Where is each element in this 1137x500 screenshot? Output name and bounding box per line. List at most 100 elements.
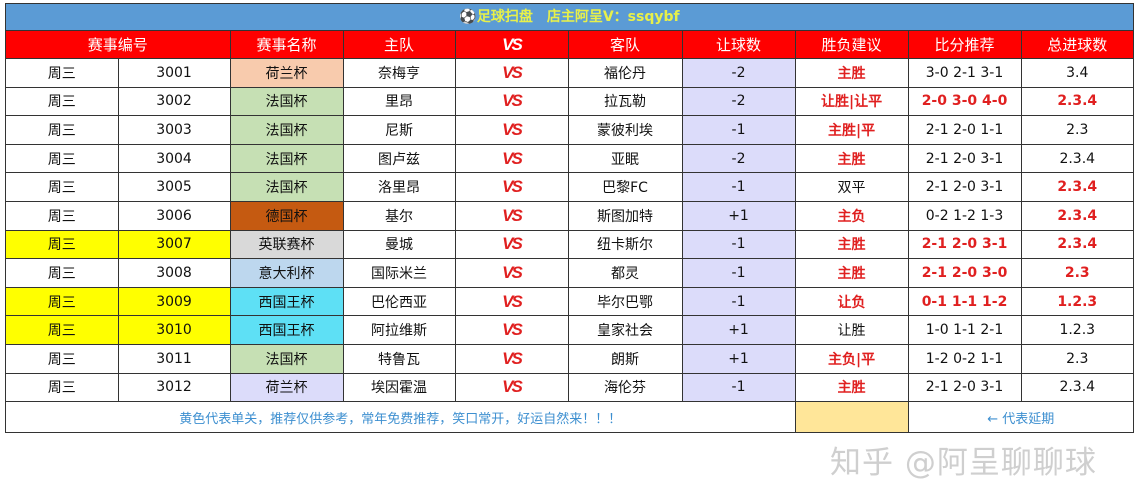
table-row: 周三 3006 德国杯 基尔 VS 斯图加特 +1 主负 0-2 1-2 1-3 2.3.4	[6, 200, 1133, 231]
vs-cell: VS	[454, 200, 569, 231]
pick-cell: 让胜	[794, 315, 909, 345]
table-row: 周三 3009 西国王杯 巴伦西亚 VS 毕尔巴鄂 -1 让负 0-1 1-1 1-2 1.2.3	[6, 286, 1133, 317]
handicap-cell: -2	[681, 58, 796, 88]
header-league: 赛事名称	[229, 31, 344, 59]
vs-cell: VS	[454, 229, 569, 260]
league-cell: 荷兰杯	[229, 372, 344, 403]
handicap-cell: -2	[681, 143, 796, 174]
handicap-cell: -2	[681, 86, 796, 117]
vs-cell: VS	[454, 58, 569, 88]
handicap-cell: -1	[681, 172, 796, 202]
away-team-cell: 都灵	[567, 258, 683, 288]
score-cell: 2-1 2-0 3-1	[907, 229, 1022, 260]
home-team-cell: 图卢兹	[342, 143, 456, 174]
pick-cell: 主胜	[794, 58, 909, 88]
goals-cell: 2.3.4	[1020, 229, 1133, 260]
match-no-cell: 3009	[117, 286, 231, 317]
day-cell: 周三	[6, 372, 119, 403]
score-cell: 2-1 2-0 3-1	[907, 372, 1022, 403]
goals-cell: 2.3	[1020, 343, 1133, 374]
header-handicap: 让球数	[681, 31, 796, 59]
league-cell: 法国杯	[229, 115, 344, 145]
pick-cell: 主胜	[794, 372, 909, 403]
day-cell: 周三	[6, 286, 119, 317]
match-no-cell: 3010	[117, 315, 231, 345]
league-cell: 法国杯	[229, 343, 344, 374]
day-cell: 周三	[6, 229, 119, 260]
league-cell: 法国杯	[229, 143, 344, 174]
postponed-legend: ← 代表延期	[907, 401, 1133, 433]
home-team-cell: 巴伦西亚	[342, 286, 456, 317]
goals-cell: 2.3	[1020, 115, 1133, 145]
home-team-cell: 阿拉维斯	[342, 315, 456, 345]
away-team-cell: 亚眠	[567, 143, 683, 174]
vs-cell: VS	[454, 372, 569, 403]
vs-cell: VS	[454, 286, 569, 317]
day-cell: 周三	[6, 172, 119, 202]
header-goals: 总进球数	[1020, 31, 1133, 59]
handicap-cell: +1	[681, 200, 796, 231]
home-team-cell: 里昂	[342, 86, 456, 117]
score-cell: 2-1 2-0 3-1	[907, 143, 1022, 174]
score-cell: 0-1 1-1 1-2	[907, 286, 1022, 317]
home-team-cell: 奈梅亨	[342, 58, 456, 88]
match-no-cell: 3006	[117, 200, 231, 231]
away-team-cell: 毕尔巴鄂	[567, 286, 683, 317]
match-no-cell: 3011	[117, 343, 231, 374]
league-cell: 英联赛杯	[229, 229, 344, 260]
league-cell: 西国王杯	[229, 315, 344, 345]
goals-cell: 2.3.4	[1020, 143, 1133, 174]
home-team-cell: 曼城	[342, 229, 456, 260]
header-row: 赛事编号 赛事名称 主队 VS 客队 让球数 胜负建议 比分推荐 总进球数	[6, 31, 1133, 59]
match-no-cell: 3008	[117, 258, 231, 288]
away-team-cell: 纽卡斯尔	[567, 229, 683, 260]
handicap-cell: -1	[681, 258, 796, 288]
handicap-cell: -1	[681, 372, 796, 403]
home-team-cell: 尼斯	[342, 115, 456, 145]
pick-cell: 主胜|平	[794, 115, 909, 145]
league-cell: 法国杯	[229, 86, 344, 117]
pick-cell: 主负	[794, 200, 909, 231]
day-cell: 周三	[6, 115, 119, 145]
sheet-title: ⚽足球扫盘 店主阿呈V：ssqybf	[6, 4, 1133, 31]
day-cell: 周三	[6, 58, 119, 88]
table-row: 周三 3005 法国杯 洛里昂 VS 巴黎FC -1 双平 2-1 2-0 3-1 2.3.4	[6, 172, 1133, 202]
match-table: 赛事编号 赛事名称 主队 VS 客队 让球数 胜负建议 比分推荐 总进球数 周三…	[6, 31, 1133, 433]
handicap-cell: -1	[681, 229, 796, 260]
header-away: 客队	[567, 31, 683, 59]
goals-cell: 2.3.4	[1020, 172, 1133, 202]
header-pick: 胜负建议	[794, 31, 909, 59]
handicap-cell: -1	[681, 286, 796, 317]
table-row: 周三 3004 法国杯 图卢兹 VS 亚眠 -2 主胜 2-1 2-0 3-1 2.3.4	[6, 143, 1133, 174]
away-team-cell: 斯图加特	[567, 200, 683, 231]
score-cell: 2-1 2-0 1-1	[907, 115, 1022, 145]
score-cell: 1-0 1-1 2-1	[907, 315, 1022, 345]
away-team-cell: 巴黎FC	[567, 172, 683, 202]
footer-row: 黄色代表单关，推荐仅供参考，常年免费推荐，笑口常开，好运自然来！！！ ← 代表延…	[6, 401, 1133, 433]
away-team-cell: 朗斯	[567, 343, 683, 374]
goals-cell: 3.4	[1020, 58, 1133, 88]
away-team-cell: 皇家社会	[567, 315, 683, 345]
handicap-cell: +1	[681, 343, 796, 374]
match-no-cell: 3003	[117, 115, 231, 145]
pick-cell: 主胜	[794, 143, 909, 174]
goals-cell: 2.3.4	[1020, 200, 1133, 231]
header-score: 比分推荐	[907, 31, 1022, 59]
match-no-cell: 3012	[117, 372, 231, 403]
header-home: 主队	[342, 31, 456, 59]
day-cell: 周三	[6, 258, 119, 288]
table-row: 周三 3003 法国杯 尼斯 VS 蒙彼利埃 -1 主胜|平 2-1 2-0 1-1 2.3	[6, 115, 1133, 145]
match-no-cell: 3007	[117, 229, 231, 260]
handicap-cell: -1	[681, 115, 796, 145]
table-row: 周三 3010 西国王杯 阿拉维斯 VS 皇家社会 +1 让胜 1-0 1-1 2-1 1.2.3	[6, 315, 1133, 345]
pick-cell: 主胜	[794, 229, 909, 260]
league-cell: 德国杯	[229, 200, 344, 231]
score-cell: 2-1 2-0 3-0	[907, 258, 1022, 288]
vs-cell: VS	[454, 315, 569, 345]
goals-cell: 2.3	[1020, 258, 1133, 288]
table-row: 周三 3001 荷兰杯 奈梅亨 VS 福伦丹 -2 主胜 3-0 2-1 3-1 3.4	[6, 58, 1133, 88]
home-team-cell: 洛里昂	[342, 172, 456, 202]
home-team-cell: 埃因霍温	[342, 372, 456, 403]
goals-cell: 2.3.4	[1020, 86, 1133, 117]
home-team-cell: 国际米兰	[342, 258, 456, 288]
